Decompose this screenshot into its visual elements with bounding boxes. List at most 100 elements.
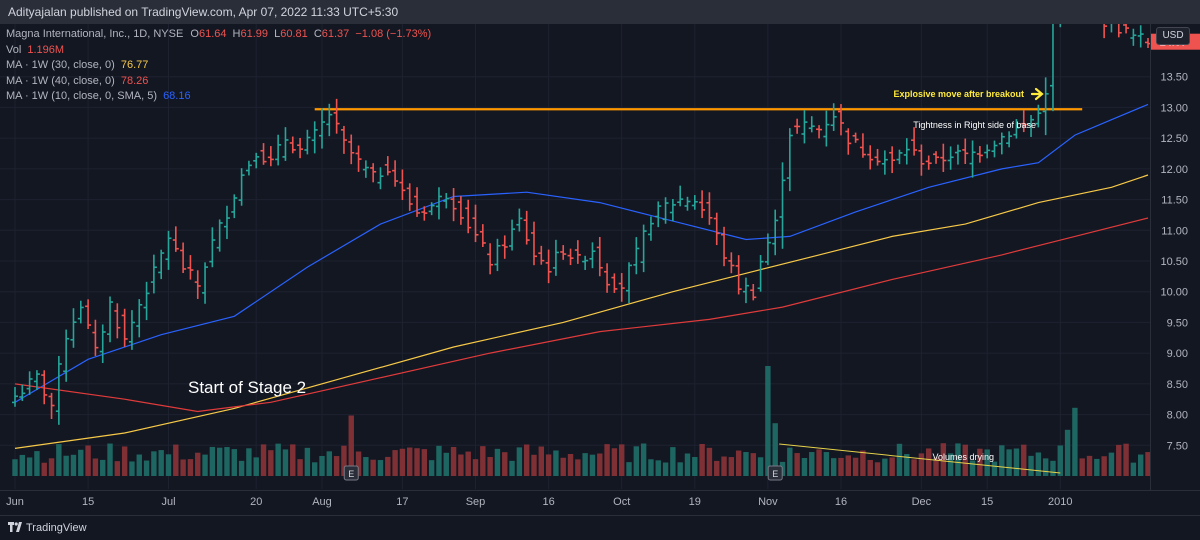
ohlc-bar: [903, 138, 910, 165]
ohlc-bar: [757, 255, 764, 292]
ohlc-bar: [969, 140, 976, 178]
volume-trend-line: [779, 443, 1061, 474]
volume-bar: [129, 461, 135, 476]
ohlc-bar: [487, 243, 494, 275]
volume-bar: [34, 451, 40, 476]
ohlc-bar: [1020, 110, 1027, 133]
open-value: 61.64: [198, 28, 227, 40]
volume-bar: [1137, 454, 1144, 476]
volume-bar: [304, 447, 311, 476]
volume-bar: [1021, 444, 1027, 476]
volume-bar: [1013, 448, 1020, 476]
volume-bar: [1028, 455, 1034, 476]
ohlc-bar: [348, 134, 355, 165]
volume-bar: [867, 459, 873, 476]
volume-bar: [999, 445, 1005, 476]
ohlc-bar: [238, 168, 245, 206]
ohlc-bar: [355, 145, 362, 172]
volume-bar: [882, 458, 888, 476]
price-tick-label: 13.50: [1160, 72, 1188, 84]
volume-bar: [231, 449, 237, 476]
volume-bar: [165, 454, 172, 476]
ohlc-bar: [99, 324, 106, 364]
earnings-marker[interactable]: [343, 465, 359, 481]
ohlc-bar: [319, 108, 326, 149]
time-tick-label: 19: [689, 496, 701, 508]
volume-bar: [516, 447, 523, 476]
ohlc-bar: [194, 270, 201, 299]
ohlc-bar: [392, 160, 399, 187]
volume-bar: [480, 446, 486, 476]
ohlc-bar: [618, 273, 625, 302]
volume-bar: [991, 461, 998, 476]
ohlc-bar: [728, 252, 735, 274]
price-tick-label: 9.00: [1167, 348, 1188, 360]
time-tick-label: Oct: [613, 496, 630, 508]
ohlc-bar: [457, 195, 464, 225]
ohlc-bar: [1035, 104, 1042, 128]
volume-bar: [597, 453, 603, 476]
ohlc-bar: [128, 310, 135, 350]
ohlc-bar: [640, 224, 647, 273]
volume-bar: [85, 445, 91, 476]
volume-bar: [1057, 445, 1063, 476]
ohlc-bar: [187, 255, 194, 280]
ohlc-bar: [165, 230, 172, 270]
volume-bar: [428, 460, 435, 476]
ohlc-bar: [275, 134, 282, 166]
volume-bar: [70, 454, 77, 476]
ohlc-bar: [750, 284, 757, 301]
ohlc-bar: [1137, 25, 1144, 48]
time-tick-label: 15: [82, 496, 94, 508]
volume-bar: [735, 450, 742, 476]
ohlc-bar: [991, 140, 998, 158]
volume-bar: [509, 460, 515, 476]
currency-button[interactable]: USD: [1156, 27, 1190, 45]
earnings-marker-label: E: [348, 469, 354, 479]
volume-bar: [823, 452, 830, 476]
volume-bar: [348, 415, 354, 476]
price-chart[interactable]: E E Start of Stage 2 Explosive move after b…: [0, 24, 1200, 515]
volume-bar: [816, 449, 822, 476]
ohlc-bar: [779, 162, 786, 249]
price-tick-label: 8.00: [1167, 410, 1188, 422]
volume-bar: [253, 457, 259, 476]
price-axis-bg: [1151, 24, 1200, 515]
ohlc-bar: [742, 277, 749, 304]
volume-bar: [1130, 462, 1137, 476]
volume-bar: [12, 459, 18, 476]
volume-bar: [26, 457, 33, 476]
moving-average-line-2: [14, 174, 1149, 449]
tradingview-logo: TradingView: [8, 522, 87, 534]
low-label: L: [274, 28, 281, 40]
earnings-marker[interactable]: [767, 465, 783, 481]
ohlc-bar: [136, 299, 143, 338]
ohlc-bar: [881, 150, 888, 175]
high-value: 61.99: [240, 28, 269, 40]
volume-bar: [619, 444, 625, 476]
volume-bar: [275, 443, 281, 476]
ohlc-bar: [55, 355, 62, 425]
price-tick-label: 9.50: [1167, 317, 1188, 329]
ohlc-bar: [370, 163, 377, 183]
annotation-explosive: Explosive move after breakout: [893, 89, 1024, 99]
volume-bar: [238, 460, 245, 476]
volume-bar: [282, 449, 289, 476]
volume-bar: [926, 448, 932, 476]
ohlc-bar: [494, 238, 501, 272]
volume-bar: [684, 453, 691, 476]
close-label: C: [313, 28, 322, 40]
volume-value: 1.196M: [27, 43, 65, 56]
volume-bar: [151, 451, 157, 476]
ohlc-bar: [450, 188, 457, 222]
ma2-value: 78.26: [120, 74, 149, 87]
volume-bar: [1094, 458, 1100, 476]
ohlc-bar: [794, 118, 801, 134]
volume-bar: [838, 457, 844, 476]
ohlc-bar: [808, 116, 815, 133]
ohlc-bar: [816, 125, 823, 139]
ohlc-bar: [333, 98, 340, 134]
volume-bar: [1042, 458, 1049, 476]
ohlc-bar: [889, 146, 896, 174]
ohlc-bar: [669, 198, 676, 222]
